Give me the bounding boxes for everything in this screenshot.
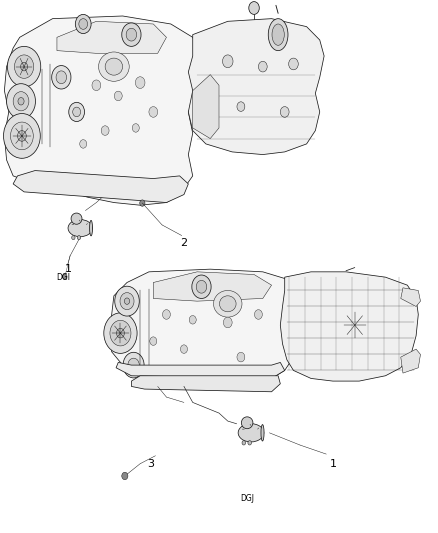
Circle shape <box>120 293 134 310</box>
Circle shape <box>77 236 81 240</box>
Ellipse shape <box>99 52 129 82</box>
Circle shape <box>75 14 91 34</box>
Text: DGI: DGI <box>57 273 71 281</box>
Polygon shape <box>57 21 166 53</box>
Circle shape <box>140 200 145 206</box>
Ellipse shape <box>214 290 242 317</box>
Ellipse shape <box>241 417 253 429</box>
Circle shape <box>7 84 35 119</box>
Circle shape <box>237 352 245 362</box>
Circle shape <box>258 61 267 72</box>
Ellipse shape <box>238 424 264 442</box>
Circle shape <box>80 140 87 148</box>
Circle shape <box>289 58 298 70</box>
Circle shape <box>73 107 81 117</box>
Polygon shape <box>116 362 285 378</box>
Circle shape <box>110 320 131 346</box>
Circle shape <box>280 107 289 117</box>
Circle shape <box>13 92 29 111</box>
Circle shape <box>126 28 137 41</box>
Polygon shape <box>13 171 188 203</box>
Circle shape <box>122 23 141 46</box>
Circle shape <box>72 236 75 240</box>
Circle shape <box>223 55 233 68</box>
Ellipse shape <box>90 220 92 236</box>
Circle shape <box>189 316 196 324</box>
Circle shape <box>192 275 211 298</box>
Ellipse shape <box>272 24 284 45</box>
Ellipse shape <box>68 220 92 237</box>
Circle shape <box>115 286 139 316</box>
Circle shape <box>63 274 67 279</box>
Ellipse shape <box>105 58 123 75</box>
Ellipse shape <box>219 296 236 312</box>
Circle shape <box>101 126 109 135</box>
Circle shape <box>150 337 157 345</box>
Polygon shape <box>131 376 280 392</box>
Polygon shape <box>193 75 219 139</box>
Circle shape <box>52 66 71 89</box>
Text: 3: 3 <box>148 459 155 469</box>
Circle shape <box>162 310 170 319</box>
Circle shape <box>223 317 232 328</box>
Polygon shape <box>401 288 420 306</box>
Circle shape <box>237 102 245 111</box>
Circle shape <box>180 345 187 353</box>
Circle shape <box>14 55 34 78</box>
Circle shape <box>124 298 130 304</box>
Circle shape <box>128 358 139 372</box>
Circle shape <box>196 280 207 293</box>
Circle shape <box>132 124 139 132</box>
Circle shape <box>7 46 41 87</box>
Circle shape <box>92 80 101 91</box>
Ellipse shape <box>268 19 288 51</box>
Circle shape <box>4 114 40 158</box>
Circle shape <box>69 102 85 122</box>
Circle shape <box>249 2 259 14</box>
Circle shape <box>254 310 262 319</box>
Circle shape <box>117 328 124 338</box>
Circle shape <box>104 313 137 353</box>
Circle shape <box>135 77 145 88</box>
Polygon shape <box>4 16 201 205</box>
Ellipse shape <box>261 425 264 441</box>
Circle shape <box>79 19 88 29</box>
Circle shape <box>11 122 33 150</box>
Text: 1: 1 <box>329 459 336 469</box>
Text: DGJ: DGJ <box>240 494 254 503</box>
Polygon shape <box>110 269 298 381</box>
Polygon shape <box>188 19 324 155</box>
Text: 2: 2 <box>180 238 187 247</box>
Circle shape <box>123 352 144 378</box>
Polygon shape <box>401 349 420 373</box>
Polygon shape <box>153 272 272 301</box>
Circle shape <box>114 91 122 101</box>
Circle shape <box>21 62 28 71</box>
Circle shape <box>149 107 158 117</box>
Circle shape <box>18 131 26 141</box>
Circle shape <box>248 441 251 445</box>
Ellipse shape <box>71 213 82 224</box>
Circle shape <box>122 472 128 480</box>
Text: 1: 1 <box>64 264 71 274</box>
Polygon shape <box>280 272 418 381</box>
Circle shape <box>18 98 24 105</box>
Circle shape <box>242 441 246 445</box>
Circle shape <box>56 71 67 84</box>
